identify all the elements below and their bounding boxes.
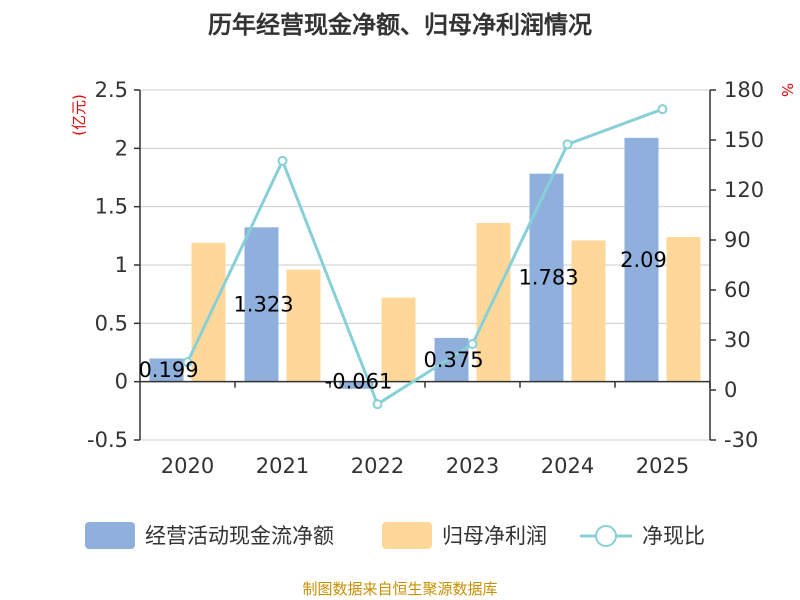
x-tick-label: 2022 — [351, 454, 404, 478]
source-note: 制图数据来自恒生聚源数据库 — [302, 580, 497, 598]
bar-value-label: 2.09 — [620, 248, 667, 272]
legend-label-net-profit: 归母净利润 — [442, 524, 547, 548]
bar-operating-cash-2021 — [244, 227, 279, 382]
x-tick-label: 2020 — [161, 454, 214, 478]
bar-value-label: 0.199 — [138, 358, 198, 382]
chart-title: 历年经营现金净额、归母净利润情况 — [208, 11, 592, 39]
x-tick-label: 2021 — [256, 454, 309, 478]
left-tick-label: 2 — [115, 136, 128, 160]
bar-net-profit-2022 — [381, 297, 416, 382]
legend-swatch-operating-cash — [85, 522, 135, 549]
ratio-series-line — [186, 107, 664, 407]
legend: 经营活动现金流净额 归母净利润 净现比 — [85, 522, 705, 549]
bar-operating-cash-2025 — [624, 137, 659, 382]
bar-net-profit-2020 — [191, 242, 226, 382]
bar-net-profit-2025 — [666, 237, 701, 382]
x-tick-label: 2025 — [636, 454, 689, 478]
bar-operating-cash-2024 — [529, 173, 564, 382]
ratio-point-2020 — [182, 357, 193, 368]
right-tick-label: 30 — [724, 328, 751, 352]
left-tick-label: -0.5 — [87, 428, 128, 452]
x-tick-label: 2023 — [446, 454, 499, 478]
bar-operating-cash-2022 — [339, 381, 374, 389]
bar-net-profit-2021 — [286, 269, 321, 382]
legend-label-ratio: 净现比 — [642, 524, 705, 548]
left-axis-ticks: -0.5 0 0.5 1 1.5 2 2.5 — [87, 78, 140, 452]
ratio-point-2025 — [657, 104, 668, 115]
ratio-line — [182, 104, 668, 410]
bar-value-label: 1.783 — [518, 266, 578, 290]
legend-label-operating-cash: 经营活动现金流净额 — [145, 524, 334, 548]
x-tick-label: 2024 — [541, 454, 594, 478]
right-tick-label: 120 — [724, 178, 764, 202]
ratio-point-2022 — [372, 399, 383, 410]
bar-operating-cash-2020 — [149, 358, 184, 382]
bar-value-label: 0.375 — [423, 348, 483, 372]
left-tick-label: 1 — [115, 253, 128, 277]
right-tick-label: 0 — [724, 378, 737, 402]
legend-swatch-net-profit — [382, 522, 432, 549]
bar-labels: 0.199 1.323 -0.061 0.375 1.783 2.09 — [138, 248, 666, 394]
right-tick-label: 150 — [724, 128, 764, 152]
bar-operating-cash-2023 — [434, 337, 469, 382]
right-tick-label: 90 — [724, 228, 751, 252]
bar-value-label: 1.323 — [233, 292, 293, 316]
right-axis-unit: % — [778, 83, 796, 97]
left-tick-label: 0.5 — [95, 311, 128, 335]
bar-net-profit-2024 — [571, 240, 606, 382]
legend-swatch-ratio-marker — [595, 525, 617, 547]
bar-value-label: -0.061 — [325, 370, 393, 394]
x-axis-ticks: 2020 2021 2022 2023 2024 2025 — [161, 381, 711, 478]
left-tick-label: 1.5 — [95, 195, 128, 219]
right-axis-ticks: -30 0 30 60 90 120 150 180 — [710, 78, 764, 452]
right-tick-label: -30 — [724, 428, 758, 452]
left-tick-label: 0 — [115, 370, 128, 394]
left-axis-unit: (亿元) — [70, 94, 88, 136]
right-tick-label: 180 — [724, 78, 764, 102]
ratio-point-2021 — [277, 155, 288, 166]
right-tick-label: 60 — [724, 278, 751, 302]
ratio-point-2023 — [467, 339, 478, 349]
ratio-point-2024 — [562, 139, 573, 150]
left-tick-label: 2.5 — [95, 78, 128, 102]
bars — [149, 137, 701, 389]
